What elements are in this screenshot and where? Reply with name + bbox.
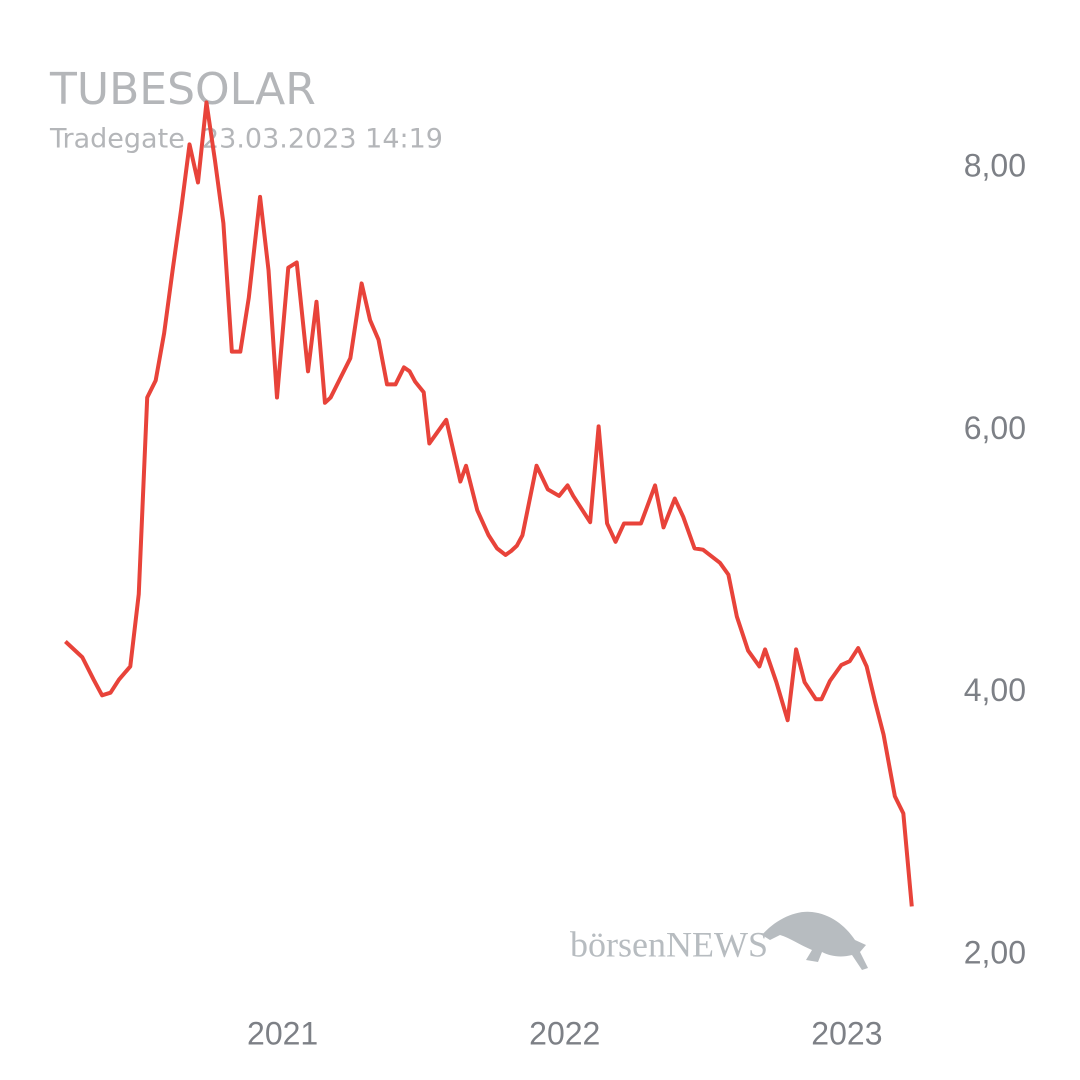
y-tick-label: 8,00 <box>964 147 1026 183</box>
y-tick-label: 4,00 <box>964 672 1026 708</box>
x-tick-label: 2021 <box>247 1015 318 1051</box>
y-tick-label: 6,00 <box>964 410 1026 446</box>
chart-subtitle: Tradegate, 23.03.2023 14:19 <box>49 124 443 155</box>
x-tick-label: 2023 <box>811 1015 882 1051</box>
watermark: börsenNEWS <box>570 924 768 964</box>
bull-icon <box>762 911 868 970</box>
chart-title: TUBESOLAR <box>49 64 316 115</box>
x-tick-label: 2022 <box>529 1015 600 1051</box>
price-line <box>64 100 914 907</box>
watermark-logo: börsenNEWS <box>570 911 868 970</box>
y-tick-label: 2,00 <box>964 934 1026 970</box>
